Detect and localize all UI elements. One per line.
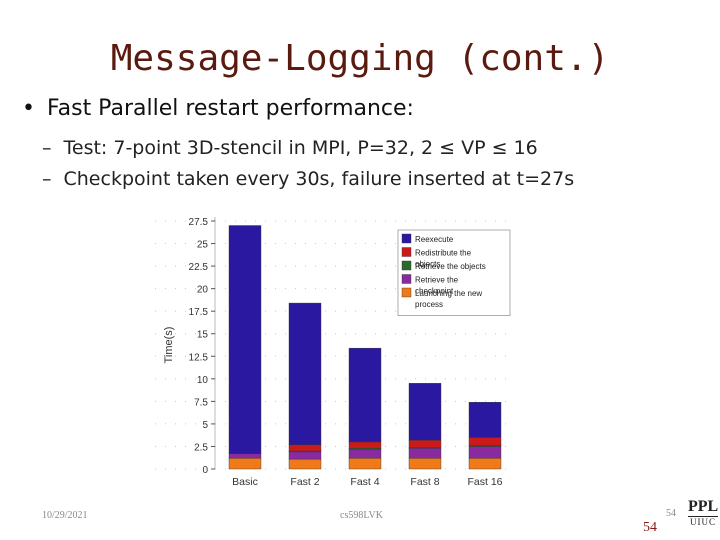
legend-label: Retrieve the objects [415, 262, 486, 271]
footer-course: cs598LVK [340, 510, 383, 521]
bar-segment-basic [228, 453, 262, 459]
legend-label-cont: process [415, 300, 443, 309]
legend-swatch [401, 274, 412, 284]
x-tick-label: Basic [232, 476, 258, 488]
bar-segment-fast-8 [408, 457, 442, 470]
bar-segment-basic [228, 457, 262, 470]
page-number-small: 54 [666, 508, 676, 519]
bar-segment-fast-8 [408, 439, 442, 448]
dash-mark: – [42, 137, 52, 159]
bar-segment-fast-4 [348, 441, 382, 449]
bar-segment-basic [228, 225, 262, 454]
bullet-mark: • [22, 96, 35, 121]
y-tick-label: 17.5 [189, 307, 209, 318]
y-tick-label: 7.5 [194, 397, 208, 408]
y-tick-label: 15 [197, 330, 209, 341]
legend-label-cont: checkpoint [415, 287, 454, 296]
bar-segment-fast-2 [288, 458, 322, 470]
logo-ppl-text: PPL [688, 498, 719, 515]
y-tick-label: 22.5 [189, 262, 209, 273]
bar-segment-fast-2 [288, 451, 322, 460]
sub-bullet-1: – Test: 7-point 3D-stencil in MPI, P=32, … [42, 137, 538, 159]
bar-segment-fast-2 [288, 302, 322, 445]
y-tick-label: 20 [197, 285, 209, 296]
bar-segment-fast-4 [348, 347, 382, 443]
bar-segment-fast-16 [468, 446, 502, 459]
x-tick-label: Fast 16 [467, 476, 502, 488]
dash-mark: – [42, 168, 52, 190]
y-tick-label: 2.5 [194, 442, 208, 453]
x-tick-label: Fast 8 [410, 476, 439, 488]
legend-swatch [401, 260, 412, 271]
y-tick-label: 27.5 [189, 217, 209, 228]
legend-swatch [401, 287, 412, 298]
y-tick-label: 12.5 [189, 352, 209, 363]
bar-segment-fast-4 [348, 448, 382, 459]
sub-bullet-1-text: Test: 7-point 3D-stencil in MPI, P=32, 2… [63, 137, 538, 159]
sub-bullet-2-text: Checkpoint taken every 30s, failure inse… [63, 168, 575, 190]
ppl-logo: PPL UIUC [688, 498, 718, 527]
y-tick-label: 5 [202, 420, 208, 431]
y-tick-label: 0 [202, 465, 208, 476]
y-axis-title: Time(s) [163, 327, 175, 364]
slide-title: Message-Logging (cont.) [110, 38, 610, 79]
legend-box [397, 229, 511, 316]
page-number: 54 [643, 520, 657, 535]
bar-segment-fast-16 [468, 437, 502, 446]
legend-label: Retrieve the [415, 276, 459, 285]
legend-label: Reexecute [415, 235, 454, 244]
bar-segment-fast-16 [468, 457, 502, 470]
x-tick-label: Fast 2 [290, 476, 319, 488]
chart-bars [228, 225, 502, 470]
footer-date: 10/29/2021 [42, 510, 88, 521]
bar-segment-fast-8 [408, 383, 442, 441]
legend-label-cont: objects [415, 260, 440, 269]
bullet-text: Fast Parallel restart performance: [46, 96, 414, 121]
bar-segment-fast-16 [468, 402, 502, 438]
legend-label: Launching the new [415, 289, 482, 298]
chart-axes: 0 2.5 5 7.5 10 12.5 15 17.5 20 22.5 25 27.5 Time(s) B… [163, 217, 503, 488]
y-tick-label: 25 [197, 240, 209, 251]
bar-segment-fast-2 [288, 444, 322, 452]
x-tick-label: Fast 4 [350, 476, 379, 488]
legend-swatch [401, 233, 412, 244]
y-tick-label: 10 [197, 375, 209, 386]
logo-uiuc-text: UIUC [688, 516, 718, 527]
main-bullet: • Fast Parallel restart performance: [22, 96, 414, 121]
legend-swatch [401, 247, 412, 257]
bar-segment-fast-4 [348, 457, 382, 470]
legend-label: Redistribute the [415, 249, 472, 258]
restart-time-chart: 0 2.5 5 7.5 10 12.5 15 17.5 20 22.5 25 27.5 Time(s) B… [155, 217, 515, 488]
sub-bullet-2: – Checkpoint taken every 30s, failure ins… [42, 168, 574, 190]
bar-segment-fast-8 [408, 448, 442, 459]
